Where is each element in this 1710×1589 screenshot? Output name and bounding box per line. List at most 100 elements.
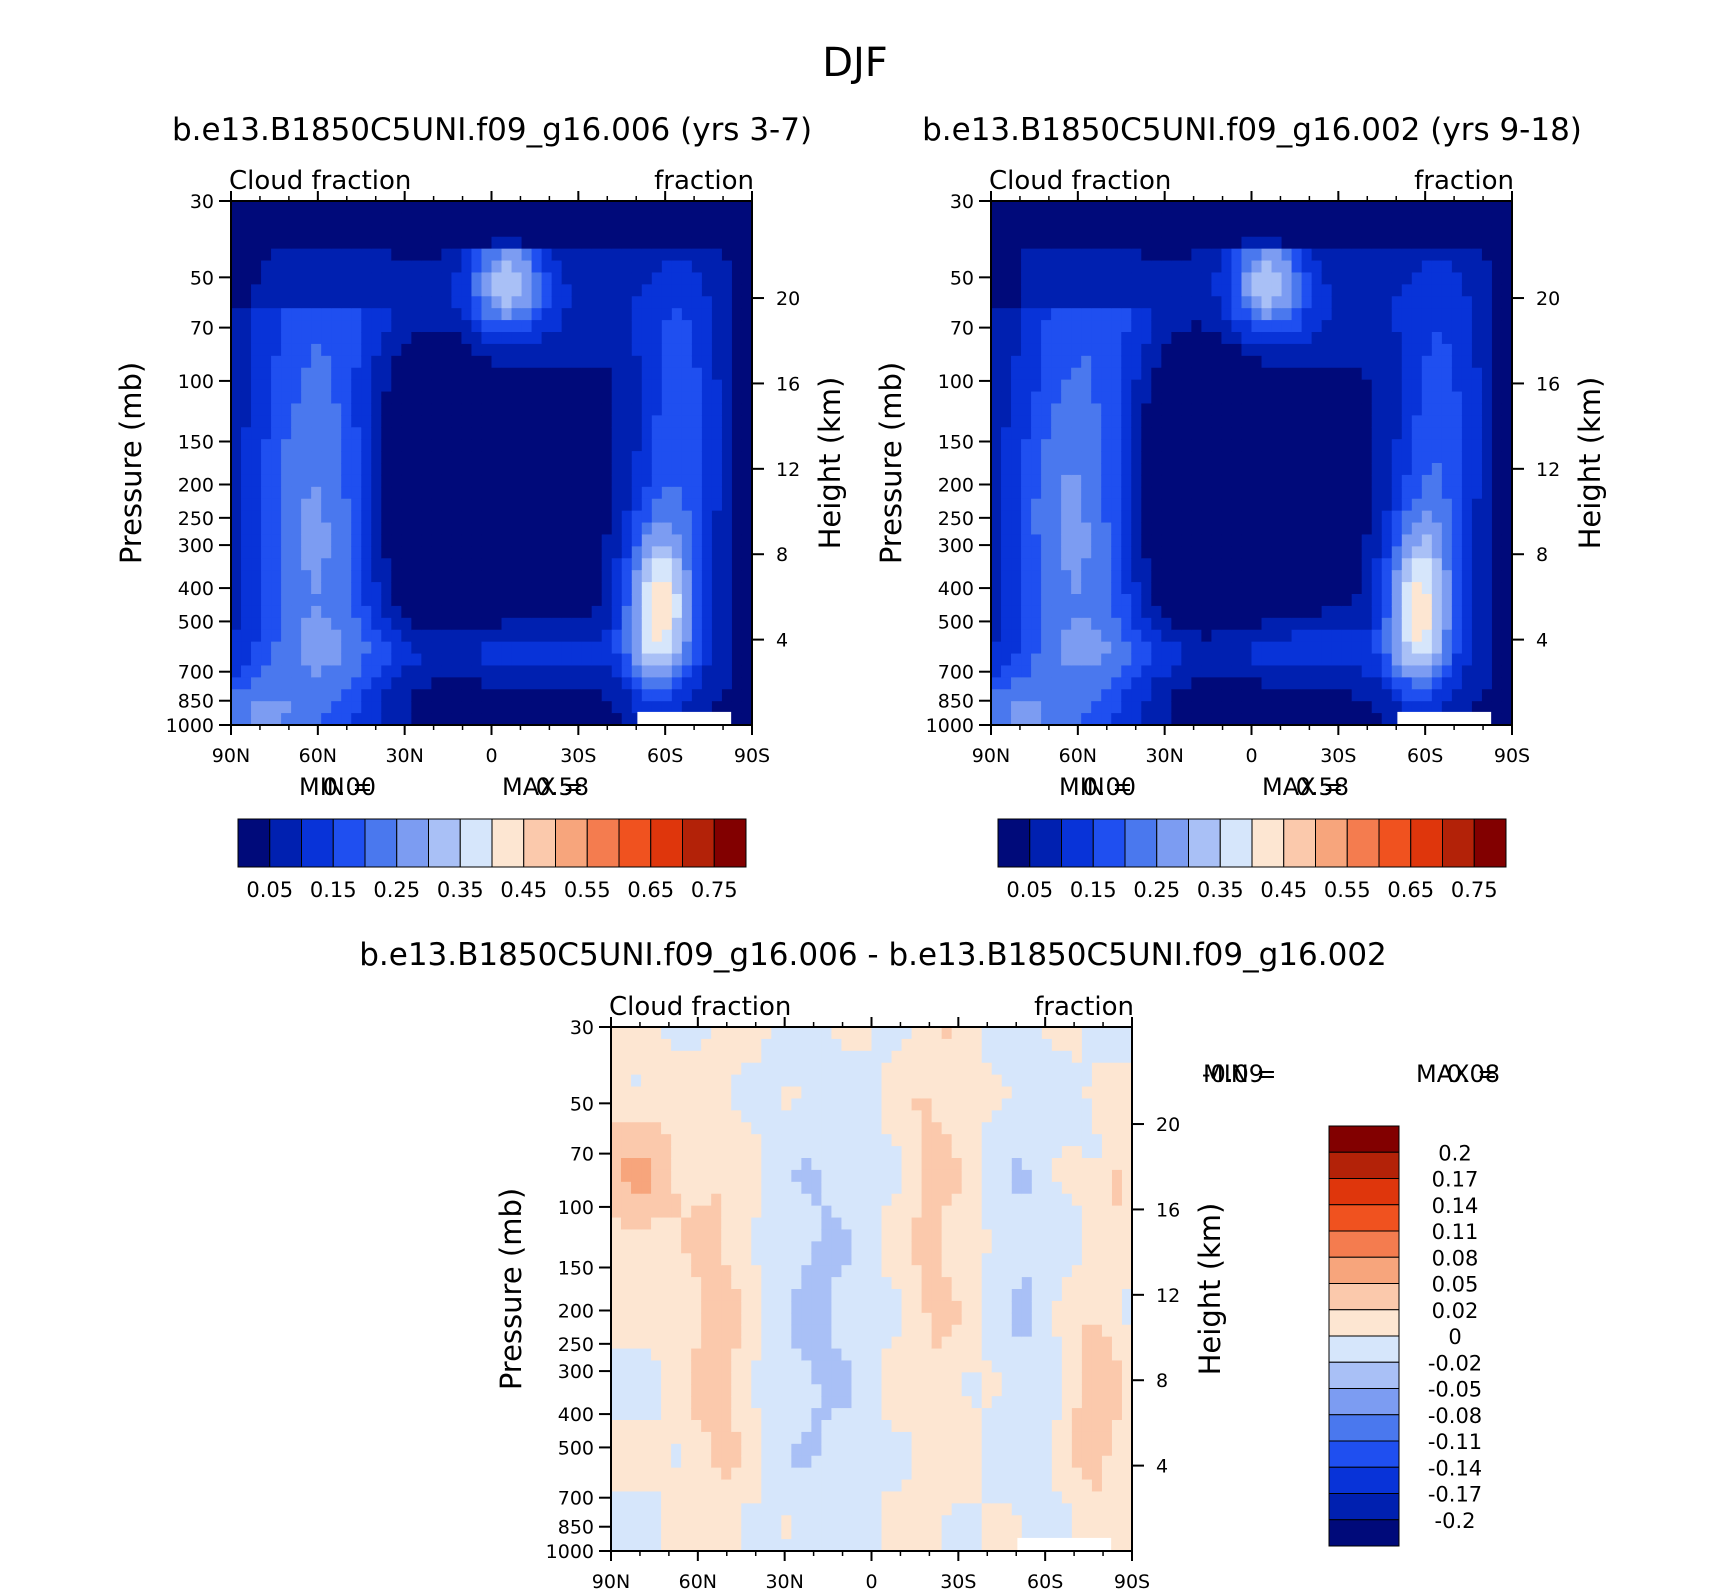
contour-cell xyxy=(411,558,422,571)
contour-cell xyxy=(421,332,432,345)
contour-cell xyxy=(1321,558,1333,571)
contour-cell xyxy=(351,641,362,655)
contour-cell xyxy=(1141,332,1152,345)
contour-cell xyxy=(271,224,282,238)
contour-cell xyxy=(1011,713,1022,726)
contour-cell xyxy=(731,653,743,667)
contour-cell xyxy=(741,284,753,297)
contour-cell xyxy=(1371,403,1383,416)
contour-cell xyxy=(401,677,412,690)
contour-cell xyxy=(1321,522,1333,536)
contour-cell xyxy=(631,1193,642,1207)
contour-cell xyxy=(721,498,733,512)
contour-cell xyxy=(301,343,312,357)
contour-cell xyxy=(1461,486,1473,500)
contour-cell xyxy=(1071,677,1082,690)
contour-cell xyxy=(611,308,623,321)
contour-cell xyxy=(1091,510,1102,524)
contour-cell xyxy=(661,546,673,559)
contour-cell xyxy=(1451,665,1463,678)
contour-cell xyxy=(1071,332,1082,345)
contour-cell xyxy=(301,570,312,583)
contour-cell xyxy=(561,224,573,238)
contour-cell xyxy=(1411,201,1423,214)
contour-cell xyxy=(1271,332,1283,345)
contour-cell xyxy=(311,558,322,571)
colorbar-box xyxy=(301,818,334,868)
contour-cell xyxy=(1011,558,1022,571)
contour-cell xyxy=(1221,605,1233,619)
contour-cell xyxy=(1211,677,1223,690)
contour-cell xyxy=(311,582,322,595)
contour-cell xyxy=(1231,665,1243,678)
contour-cell xyxy=(1281,534,1293,547)
contour-cell xyxy=(741,641,753,655)
contour-cell xyxy=(1011,379,1022,393)
contour-cell xyxy=(1221,451,1233,464)
contour-cell xyxy=(321,391,332,405)
contour-cell xyxy=(411,391,422,405)
contour-cell xyxy=(511,582,523,595)
contour-cell xyxy=(231,713,242,726)
contour-cell xyxy=(1491,224,1503,238)
contour-cell xyxy=(611,1062,622,1076)
contour-cell xyxy=(1401,296,1413,309)
contour-cell xyxy=(1321,367,1333,381)
contour-cell xyxy=(1411,343,1423,357)
contour-cell xyxy=(1411,498,1423,512)
contour-cell xyxy=(1161,355,1172,369)
contour-cell xyxy=(1201,665,1213,678)
contour-cell xyxy=(1321,320,1333,333)
contour-cell xyxy=(1011,260,1022,274)
contour-cell xyxy=(721,201,733,214)
contour-cell xyxy=(421,236,432,250)
contour-cell xyxy=(571,677,583,690)
contour-cell xyxy=(411,439,422,452)
contour-cell xyxy=(361,355,372,369)
contour-cell xyxy=(311,617,322,631)
contour-cell xyxy=(1121,355,1132,369)
contour-cell xyxy=(1031,546,1042,559)
contour-cell xyxy=(261,355,272,369)
contour-cell xyxy=(1131,463,1142,476)
contour-cell xyxy=(471,558,483,571)
contour-cell xyxy=(1171,451,1182,464)
contour-cell xyxy=(501,308,513,321)
y-tick-label: 250 xyxy=(938,508,974,530)
contour-cell xyxy=(721,510,733,524)
contour-cell xyxy=(341,367,352,381)
contour-cell xyxy=(671,320,683,333)
contour-cell xyxy=(661,308,673,321)
contour-cell xyxy=(1331,474,1343,488)
contour-cell xyxy=(451,474,463,488)
contour-cell xyxy=(391,201,402,214)
contour-cell xyxy=(1041,272,1052,285)
contour-cell xyxy=(1311,570,1323,583)
contour-cell xyxy=(1281,665,1293,678)
contour-cell xyxy=(371,296,382,309)
contour-cell xyxy=(251,224,262,238)
contour-cell xyxy=(561,355,573,369)
contour-cell xyxy=(611,498,623,512)
contour-cell xyxy=(431,427,442,440)
contour-cell xyxy=(381,415,392,428)
contour-cell xyxy=(571,272,583,285)
contour-cell xyxy=(1431,272,1443,285)
y2-tick-label: 8 xyxy=(776,544,788,566)
contour-cell xyxy=(1251,260,1263,274)
contour-cell xyxy=(251,677,262,690)
contour-cell xyxy=(721,308,733,321)
contour-cell xyxy=(371,617,382,631)
contour-cell xyxy=(1321,510,1333,524)
contour-cell xyxy=(301,522,312,536)
contour-cell xyxy=(1281,379,1293,393)
contour-cell xyxy=(441,355,453,369)
contour-cell xyxy=(1201,308,1213,321)
contour-cell xyxy=(1241,391,1253,405)
contour-cell xyxy=(1041,439,1052,452)
contour-cell xyxy=(711,332,723,345)
contour-cell xyxy=(271,284,282,297)
contour-cell xyxy=(641,701,653,714)
contour-cell xyxy=(1041,689,1052,702)
contour-cell xyxy=(331,498,342,512)
